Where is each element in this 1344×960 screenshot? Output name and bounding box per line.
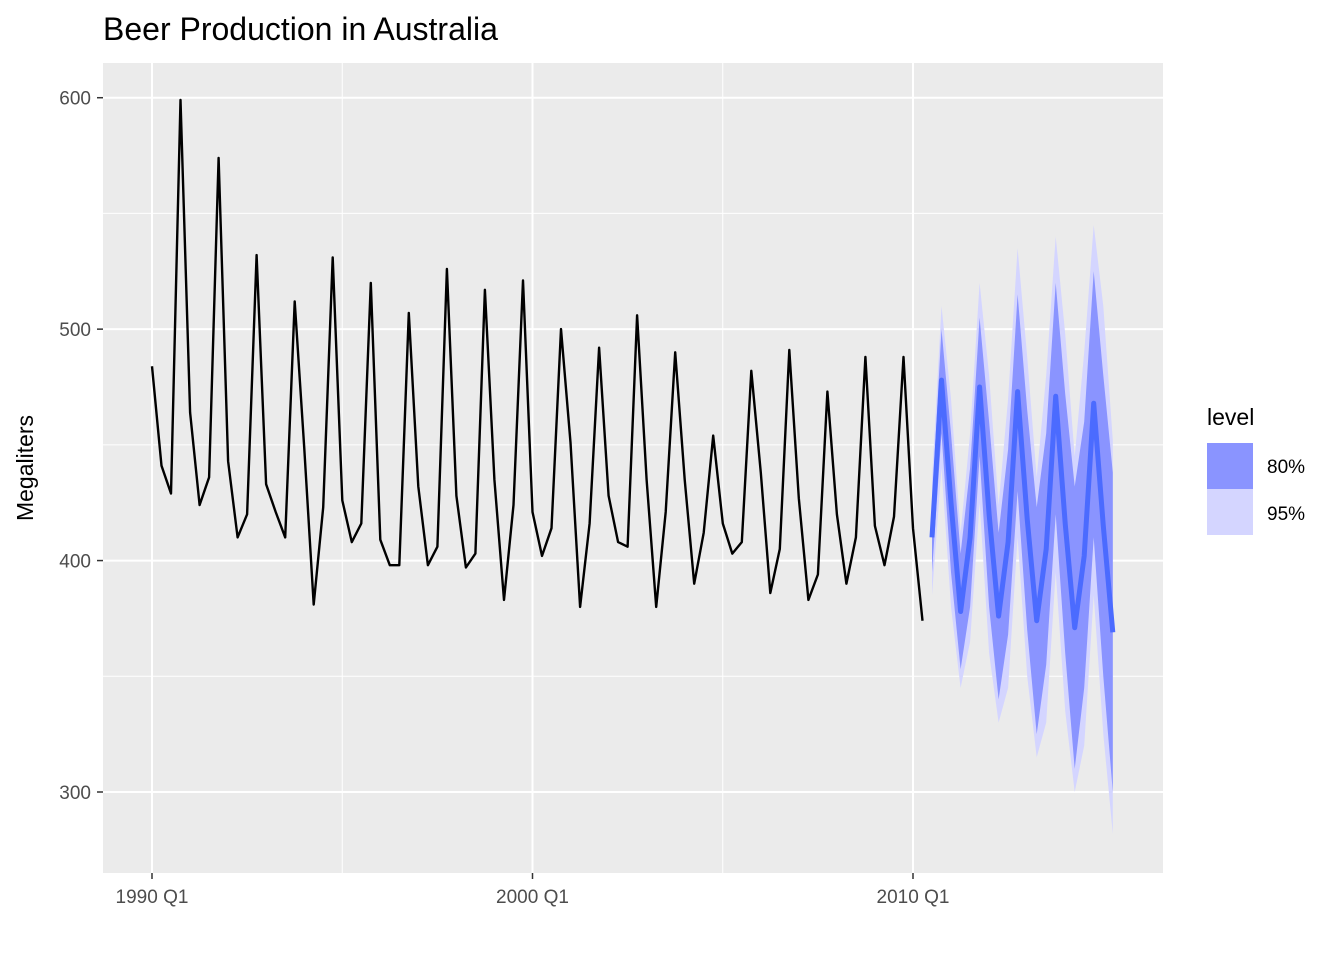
y-axis-title: Megaliters [12,415,38,521]
x-tick-label: 1990 Q1 [116,887,189,908]
x-axis: 1990 Q1 2000 Q1 2010 Q1 [116,873,950,908]
y-tick-label: 600 [59,89,91,110]
legend-swatch-80 [1207,443,1253,489]
x-tick-label: 2000 Q1 [496,887,569,908]
y-tick-label: 500 [59,320,91,341]
history-line [150,98,924,621]
y-axis: 300 400 500 600 [59,89,103,804]
legend-label-80: 80% [1267,457,1305,478]
x-tick-label: 2010 Q1 [877,887,950,908]
legend: level 80% 95% [1207,404,1305,535]
series-lines [150,98,1116,633]
y-tick-label: 300 [59,783,91,804]
legend-title: level [1207,404,1254,430]
legend-swatch-95 [1207,489,1253,535]
forecast-line [929,377,1116,633]
legend-label-95: 95% [1267,504,1305,525]
chart-title: Beer Production in Australia [103,11,498,47]
y-tick-label: 400 [59,552,91,573]
